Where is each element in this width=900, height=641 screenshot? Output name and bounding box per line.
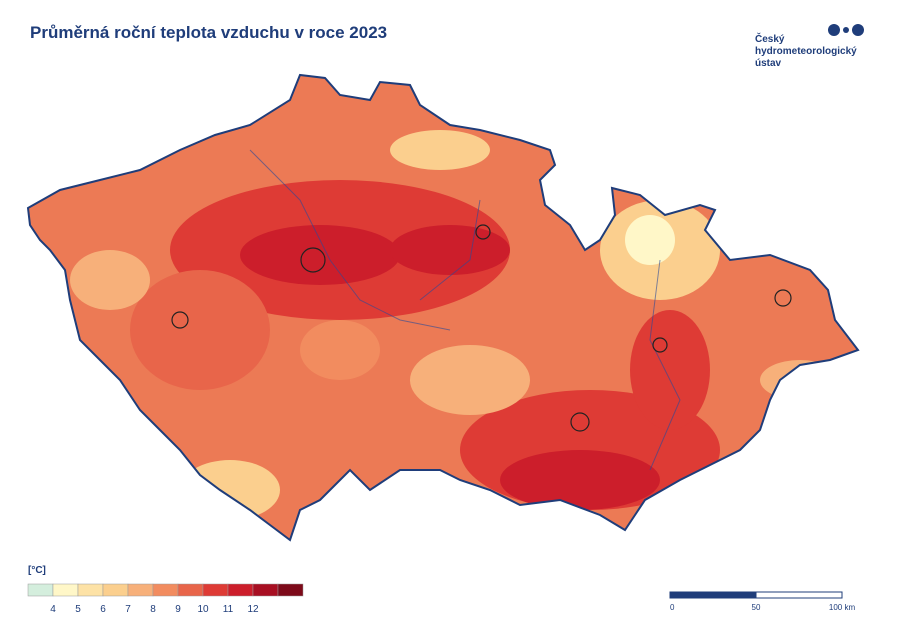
scale-label: 50 — [752, 603, 761, 612]
legend-swatch — [152, 583, 179, 597]
legend-swatch — [252, 583, 279, 597]
legend-tick-label: 9 — [175, 604, 181, 615]
scale-label: 100 km — [829, 603, 856, 612]
legend-tick-label: 12 — [247, 604, 259, 615]
legend-swatch — [27, 583, 54, 597]
legend-swatch — [127, 583, 154, 597]
legend-swatch — [277, 583, 304, 597]
legend-swatch — [227, 583, 254, 597]
logo-text: ústav — [755, 58, 782, 69]
legend-swatch — [102, 583, 129, 597]
legend-tick-label: 7 — [125, 604, 131, 615]
legend-swatch — [202, 583, 229, 597]
map-title: Průměrná roční teplota vzduchu v roce 20… — [30, 23, 387, 42]
legend-tick-label: 11 — [223, 604, 234, 615]
legend-swatch — [177, 583, 204, 597]
scale-label: 0 — [670, 603, 675, 612]
logo-text: hydrometeorologický — [755, 46, 857, 57]
legend-tick-label: 10 — [197, 604, 209, 615]
legend-swatch — [77, 583, 104, 597]
scale-bar: 0 50 100 km — [669, 591, 856, 612]
logo-text: Český — [755, 32, 785, 45]
cities — [171, 224, 792, 432]
legend-tick-label: 5 — [75, 604, 81, 615]
legend-tick-label: 6 — [100, 604, 106, 615]
legend-unit: [°C] — [28, 565, 46, 576]
legend-tick-label: 8 — [150, 604, 156, 615]
temperature-map — [28, 75, 858, 540]
legend-tick-label: 4 — [50, 604, 56, 615]
logo: Český hydrometeorologický ústav — [755, 24, 864, 69]
rivers — [249, 149, 681, 471]
legend-swatch — [52, 583, 79, 597]
legend: [°C] 4 5 6 7 8 9 10 11 12 — [27, 565, 304, 615]
